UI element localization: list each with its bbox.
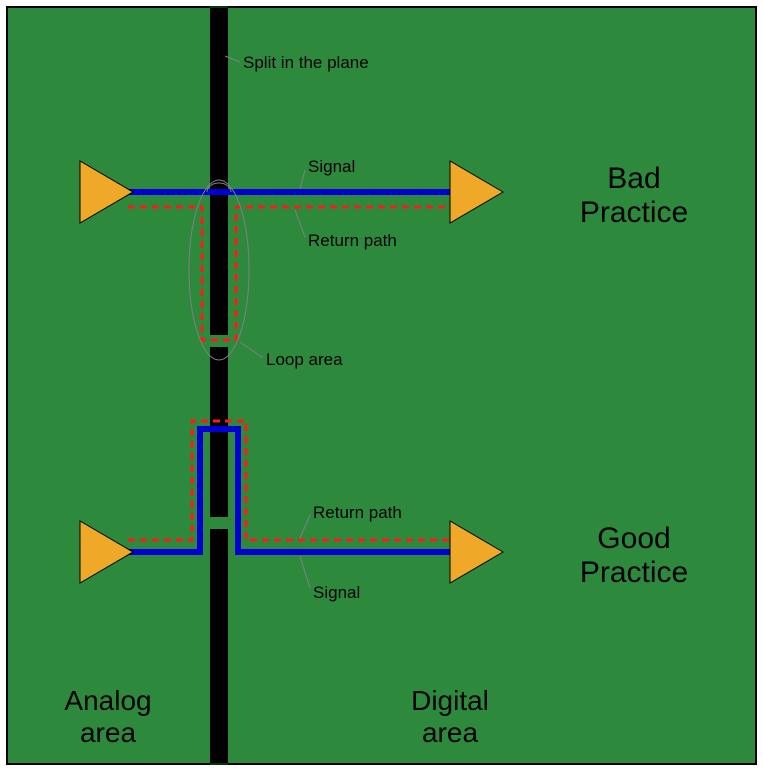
label-split: Split in the plane — [243, 53, 369, 72]
ground-plane — [7, 7, 756, 764]
label-good-return: Return path — [313, 503, 402, 522]
label-bad-practice-1: Bad — [607, 162, 660, 195]
label-loop-area: Loop area — [266, 350, 343, 369]
label-bad-practice-2: Practice — [580, 196, 688, 229]
label-analog-1: Analog — [64, 685, 151, 716]
label-analog-2: area — [80, 717, 136, 748]
plane-bridge-good — [210, 517, 228, 529]
label-good-practice-1: Good — [597, 522, 670, 555]
label-digital-1: Digital — [411, 685, 489, 716]
label-good-practice-2: Practice — [580, 556, 688, 589]
label-digital-2: area — [422, 717, 478, 748]
plane-split — [210, 7, 228, 764]
label-good-signal: Signal — [313, 583, 360, 602]
label-bad-return: Return path — [308, 231, 397, 250]
pcb-split-plane-diagram: Split in the plane Signal Return path Loop … — [0, 0, 763, 771]
label-bad-signal: Signal — [308, 157, 355, 176]
